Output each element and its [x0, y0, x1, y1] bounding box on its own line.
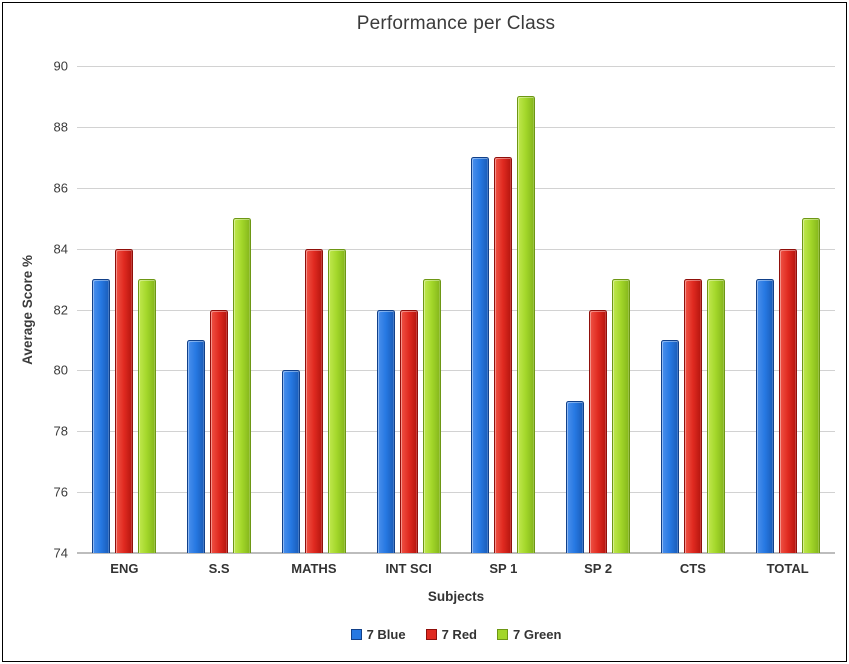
- bar-groups: [77, 66, 835, 553]
- y-tick-label: 82: [53, 302, 68, 317]
- bar-group-sp-1: [456, 66, 551, 553]
- bar-7-red-sp-1: [494, 157, 513, 553]
- bar-7-green-cts: [706, 279, 725, 553]
- legend-label-7-red: 7 Red: [441, 627, 477, 642]
- legend-item-7-red: 7 Red: [425, 627, 477, 642]
- bar-7-red-total: [778, 248, 797, 553]
- x-category-labels: ENG S.S MATHS INT SCI SP 1 SP 2 CTS TOTAL: [77, 561, 835, 576]
- bar-7-blue-s-s: [187, 339, 206, 553]
- x-category-label-s-s: S.S: [208, 561, 230, 576]
- bar-7-blue-eng: [92, 279, 111, 553]
- y-tick-label: 90: [53, 58, 68, 74]
- gridline: [77, 370, 835, 372]
- bar-7-green-s-s: [233, 218, 252, 553]
- y-tick-label: 88: [53, 119, 68, 135]
- bar-group-total: [740, 66, 835, 553]
- legend-swatch-7-blue: [350, 629, 362, 640]
- chart-title: Performance per Class: [356, 13, 556, 34]
- legend-item-7-blue: 7 Blue: [350, 627, 406, 642]
- bar-group-sp-2: [551, 66, 646, 553]
- bar-7-red-int-sci: [399, 309, 418, 553]
- bar-7-red-s-s: [210, 309, 229, 553]
- bar-7-green-int-sci: [422, 279, 441, 553]
- bar-7-blue-total: [755, 279, 774, 553]
- x-category-label-maths: MATHS: [291, 561, 337, 576]
- gridline: [77, 126, 835, 128]
- bar-group-maths: [267, 66, 362, 553]
- legend-label-7-green: 7 Green: [513, 627, 562, 642]
- bar-7-red-sp-2: [589, 309, 608, 553]
- gridline: [77, 309, 835, 311]
- y-tick-label: 86: [53, 180, 68, 196]
- bar-7-red-eng: [115, 248, 134, 553]
- bar-7-blue-sp-2: [566, 400, 585, 553]
- bar-7-blue-cts: [660, 339, 679, 553]
- bar-7-green-sp-1: [517, 96, 536, 553]
- baseline-gridline: [77, 552, 835, 554]
- bar-7-blue-int-sci: [376, 309, 395, 553]
- legend-swatch-7-red: [425, 629, 437, 640]
- legend-swatch-7-green: [497, 629, 508, 640]
- legend: 7 Blue 7 Red 7 Green: [77, 627, 835, 642]
- gridline: [77, 187, 835, 189]
- x-axis-title: Subjects: [427, 589, 485, 604]
- bar-group-cts: [646, 66, 741, 553]
- x-category-label-int-sci: INT SCI: [385, 561, 432, 576]
- bar-group-int-sci: [361, 66, 456, 553]
- gridline: [77, 66, 835, 67]
- bar-7-green-maths: [327, 248, 346, 553]
- x-category-label-sp-1: SP 1: [489, 561, 518, 576]
- bar-group-s-s: [172, 66, 267, 553]
- y-tick-label: 74: [53, 545, 68, 561]
- x-category-label-eng: ENG: [110, 561, 139, 576]
- bar-group-eng: [77, 66, 172, 553]
- y-tick-label: 80: [53, 362, 68, 378]
- y-tick-labels: 90 88 86 84 82 80 78 76 74: [24, 59, 68, 561]
- x-category-label-total: TOTAL: [766, 561, 809, 576]
- plot-area: [77, 66, 835, 554]
- gridline: [77, 431, 835, 433]
- bar-7-blue-maths: [281, 370, 300, 553]
- legend-label-7-blue: 7 Blue: [366, 627, 406, 642]
- bar-7-blue-sp-1: [471, 157, 490, 553]
- y-tick-label: 76: [53, 484, 68, 500]
- y-tick-label: 84: [53, 241, 68, 257]
- gridline: [77, 492, 835, 494]
- bar-7-green-eng: [138, 279, 157, 553]
- bar-7-green-total: [801, 218, 820, 553]
- x-category-label-cts: CTS: [679, 561, 706, 576]
- bar-7-red-maths: [304, 248, 323, 553]
- y-tick-label: 78: [53, 423, 68, 439]
- x-category-label-sp-2: SP 2: [584, 561, 613, 576]
- bar-7-green-sp-2: [612, 279, 631, 553]
- bar-7-red-cts: [683, 279, 702, 553]
- legend-item-7-green: 7 Green: [497, 627, 561, 642]
- gridline: [77, 248, 835, 250]
